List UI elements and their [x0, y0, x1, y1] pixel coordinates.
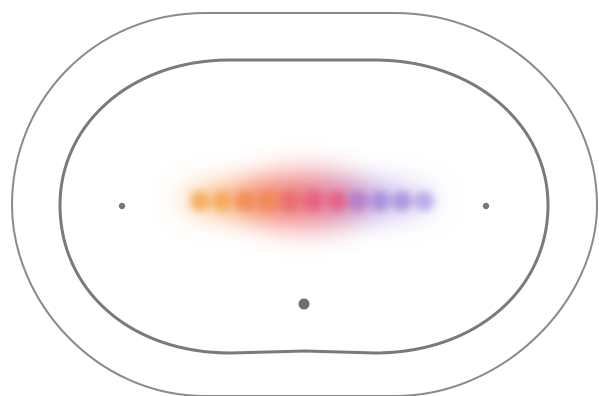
- light-dot: [303, 191, 323, 211]
- light-dot: [348, 191, 368, 211]
- inner-ring: [58, 58, 550, 355]
- light-dot: [235, 191, 255, 211]
- light-dot: [280, 191, 300, 211]
- light-dot: [327, 191, 347, 211]
- voice-activity-light-icon: [180, 166, 440, 234]
- light-dot: [258, 191, 278, 211]
- light-dot: [370, 191, 390, 211]
- action-button[interactable]: [298, 298, 310, 310]
- left-microphone-dot: [118, 202, 126, 210]
- light-dot: [392, 191, 412, 211]
- outer-ring: [10, 12, 599, 396]
- light-dot: [212, 191, 232, 211]
- light-dot: [414, 191, 434, 211]
- light-dot: [190, 191, 210, 211]
- right-microphone-dot: [482, 202, 490, 210]
